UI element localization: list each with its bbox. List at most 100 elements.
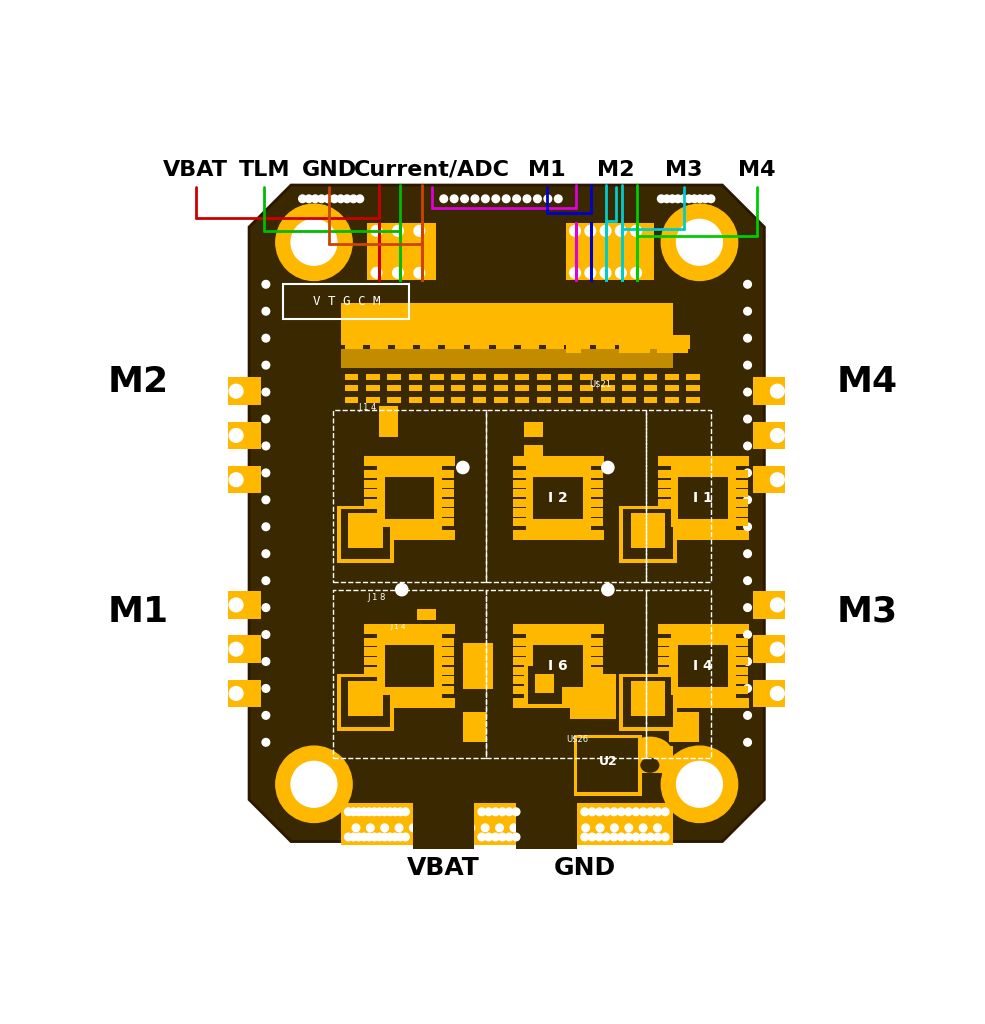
Bar bbox=[473, 385, 487, 391]
Bar bbox=[534, 477, 583, 519]
Circle shape bbox=[701, 195, 709, 203]
Text: M2: M2 bbox=[107, 365, 169, 399]
Bar bbox=[586, 457, 596, 466]
Bar bbox=[426, 457, 433, 469]
Bar bbox=[513, 698, 523, 708]
Bar bbox=[442, 518, 454, 526]
Bar bbox=[630, 681, 665, 716]
Bar bbox=[571, 336, 590, 349]
Bar bbox=[709, 698, 720, 708]
Circle shape bbox=[654, 834, 662, 841]
Circle shape bbox=[262, 388, 270, 396]
Bar bbox=[679, 457, 688, 469]
Bar bbox=[601, 385, 615, 391]
Circle shape bbox=[618, 808, 625, 815]
Circle shape bbox=[361, 834, 367, 841]
Bar bbox=[527, 625, 538, 634]
Bar bbox=[665, 457, 676, 466]
Bar bbox=[415, 698, 426, 708]
Bar bbox=[557, 625, 567, 634]
Bar bbox=[386, 698, 397, 708]
Circle shape bbox=[485, 808, 492, 815]
Bar bbox=[557, 457, 567, 466]
Circle shape bbox=[513, 195, 520, 203]
Circle shape bbox=[262, 415, 270, 423]
Circle shape bbox=[356, 195, 363, 203]
Bar bbox=[513, 676, 526, 684]
Circle shape bbox=[524, 824, 532, 831]
Bar bbox=[579, 396, 593, 402]
Bar bbox=[723, 530, 734, 540]
Circle shape bbox=[262, 604, 270, 611]
Bar bbox=[701, 698, 712, 708]
Circle shape bbox=[498, 834, 506, 841]
Bar bbox=[731, 625, 742, 634]
Circle shape bbox=[661, 808, 669, 815]
Bar bbox=[753, 466, 785, 494]
Bar bbox=[658, 489, 671, 498]
Bar bbox=[486, 411, 646, 582]
Bar bbox=[658, 499, 671, 507]
Bar bbox=[574, 694, 583, 708]
Bar bbox=[703, 526, 711, 540]
Bar bbox=[694, 625, 705, 634]
Bar bbox=[393, 698, 404, 708]
Text: VBAT: VBAT bbox=[164, 160, 229, 180]
Bar bbox=[345, 374, 359, 380]
Circle shape bbox=[539, 824, 547, 831]
Bar bbox=[401, 625, 411, 634]
Bar bbox=[716, 698, 727, 708]
Bar bbox=[569, 674, 616, 720]
Circle shape bbox=[478, 834, 486, 841]
Bar bbox=[582, 457, 591, 469]
Circle shape bbox=[654, 824, 661, 831]
Circle shape bbox=[544, 195, 552, 203]
Bar bbox=[669, 712, 699, 742]
Circle shape bbox=[581, 834, 589, 841]
Circle shape bbox=[391, 834, 399, 841]
Bar bbox=[550, 625, 559, 634]
Bar bbox=[513, 657, 526, 666]
Bar bbox=[378, 698, 389, 708]
Circle shape bbox=[391, 808, 399, 815]
Bar bbox=[658, 508, 671, 516]
Circle shape bbox=[534, 195, 541, 203]
Bar bbox=[527, 457, 538, 466]
Text: I 6: I 6 bbox=[549, 659, 568, 673]
Bar bbox=[393, 625, 404, 634]
Text: J 1 8: J 1 8 bbox=[367, 594, 386, 602]
Bar bbox=[526, 625, 534, 637]
Circle shape bbox=[276, 746, 353, 822]
Bar bbox=[736, 667, 749, 675]
Circle shape bbox=[230, 686, 243, 700]
Bar bbox=[433, 694, 442, 708]
Bar bbox=[451, 374, 465, 380]
Bar bbox=[520, 530, 531, 540]
Circle shape bbox=[600, 267, 611, 279]
Bar bbox=[558, 625, 566, 637]
Circle shape bbox=[744, 657, 752, 666]
Circle shape bbox=[600, 225, 611, 237]
Circle shape bbox=[624, 824, 632, 831]
Circle shape bbox=[569, 225, 580, 237]
Bar bbox=[658, 625, 669, 634]
Bar bbox=[694, 530, 705, 540]
Circle shape bbox=[324, 195, 332, 203]
Bar bbox=[401, 457, 411, 466]
Circle shape bbox=[582, 824, 589, 831]
Bar bbox=[393, 526, 402, 540]
Bar bbox=[418, 457, 426, 469]
Circle shape bbox=[596, 808, 603, 815]
Bar bbox=[571, 530, 582, 540]
Circle shape bbox=[262, 496, 270, 504]
Bar bbox=[535, 625, 546, 634]
Bar bbox=[665, 530, 676, 540]
Bar bbox=[680, 530, 690, 540]
Circle shape bbox=[744, 307, 752, 315]
Bar bbox=[736, 479, 749, 487]
Circle shape bbox=[744, 712, 752, 719]
Bar bbox=[687, 625, 695, 637]
Bar bbox=[473, 374, 487, 380]
Bar bbox=[644, 385, 658, 391]
Bar bbox=[680, 457, 690, 466]
